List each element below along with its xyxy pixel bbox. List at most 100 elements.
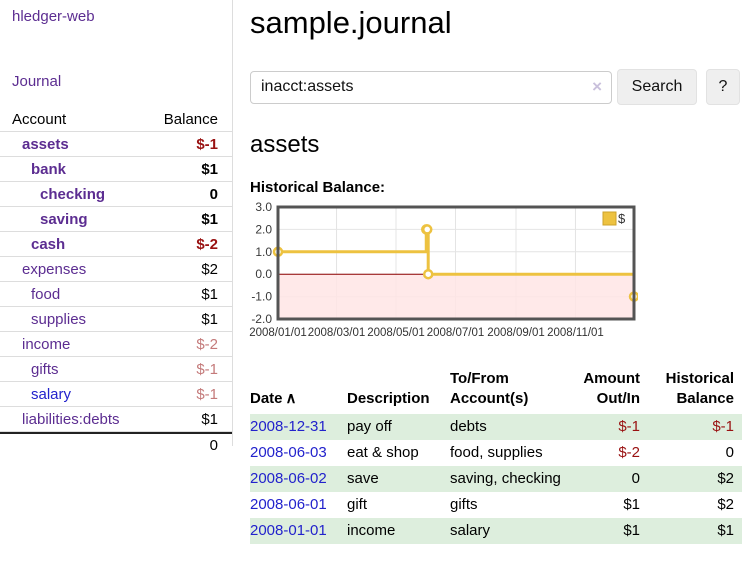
account-link-checking[interactable]: checking xyxy=(40,185,106,203)
sort-ascending-icon: ∧ xyxy=(285,390,297,407)
account-balance: $1 xyxy=(201,285,218,303)
page-title: sample.journal xyxy=(250,5,452,40)
search-input-wrap: × xyxy=(250,70,612,104)
main-content: sample.journal × Search ? assets Histori… xyxy=(249,0,742,544)
account-row-salary: salary $-1 xyxy=(0,382,232,407)
column-header-description: Description xyxy=(347,390,430,407)
search-input[interactable] xyxy=(250,70,612,104)
transaction-balance: 0 xyxy=(725,444,734,461)
account-link-supplies[interactable]: supplies xyxy=(31,310,87,328)
sidebar-item-journal[interactable]: Journal xyxy=(12,73,62,90)
transaction-accounts: saving, checking xyxy=(450,470,561,487)
account-row-gifts: gifts $-1 xyxy=(0,357,232,382)
svg-text:3.0: 3.0 xyxy=(255,201,272,214)
account-row-bank: bank $1 xyxy=(0,157,232,182)
account-row-checking: checking 0 xyxy=(0,182,232,207)
column-header-accounts: To/From Account(s) xyxy=(450,370,529,407)
transaction-accounts: gifts xyxy=(450,496,478,513)
register-row: 2008-06-03 eat & shop food, supplies $-2… xyxy=(250,440,742,466)
account-link-assets[interactable]: assets xyxy=(22,135,69,153)
svg-text:$: $ xyxy=(618,211,626,226)
transaction-amount: $-1 xyxy=(618,418,640,435)
transaction-description: gift xyxy=(347,496,368,513)
account-balance: $-2 xyxy=(196,335,218,353)
chart-title: Historical Balance: xyxy=(250,179,386,196)
account-link-bank[interactable]: bank xyxy=(31,160,67,178)
transaction-description: eat & shop xyxy=(347,444,419,461)
account-balance: $-1 xyxy=(196,135,218,153)
account-link-income[interactable]: income xyxy=(22,335,71,353)
accounts-total-row: 0 xyxy=(0,432,232,457)
accounts-total-value: 0 xyxy=(209,437,218,454)
account-balance: $-2 xyxy=(196,235,218,253)
svg-text:0.0: 0.0 xyxy=(255,267,272,281)
svg-text:2.0: 2.0 xyxy=(255,222,272,236)
clear-search-icon[interactable]: × xyxy=(592,76,602,96)
transaction-description: save xyxy=(347,470,379,487)
register-row: 2008-01-01 income salary $1 $1 xyxy=(250,518,742,544)
column-header-date[interactable]: Date ∧ xyxy=(250,390,297,407)
transaction-description: pay off xyxy=(347,418,392,435)
account-column-header: Account xyxy=(12,111,67,128)
account-link-gifts[interactable]: gifts xyxy=(31,360,59,378)
column-header-amount: Amount Out/In xyxy=(583,370,640,407)
register-row: 2008-06-02 save saving, checking 0 $2 xyxy=(250,466,742,492)
account-tree: Account Balance assets $-1 bank $1 check… xyxy=(0,108,232,457)
account-link-expenses[interactable]: expenses xyxy=(22,260,87,278)
account-row-income: income $-2 xyxy=(0,332,232,357)
svg-text:2008/05/01: 2008/05/01 xyxy=(367,327,425,339)
svg-text:-1.0: -1.0 xyxy=(251,290,272,304)
transaction-date-link[interactable]: 2008-12-31 xyxy=(250,418,327,435)
svg-text:-2.0: -2.0 xyxy=(251,312,272,326)
register-row: 2008-06-01 gift gifts $1 $2 xyxy=(250,492,742,518)
svg-text:2008/01/01: 2008/01/01 xyxy=(249,327,307,339)
account-row-supplies: supplies $1 xyxy=(0,307,232,332)
transaction-balance: $2 xyxy=(717,470,734,487)
transaction-accounts: debts xyxy=(450,418,487,435)
transaction-amount: 0 xyxy=(631,470,640,487)
account-row-assets: assets $-1 xyxy=(0,132,232,157)
svg-text:2008/03/01: 2008/03/01 xyxy=(308,327,366,339)
account-balance: $1 xyxy=(201,210,218,228)
register-table: Date ∧ Description To/From Account(s) Amo… xyxy=(250,365,742,544)
account-link-saving[interactable]: saving xyxy=(40,210,88,228)
account-link-food[interactable]: food xyxy=(31,285,61,303)
transaction-description: income xyxy=(347,522,396,539)
account-balance: $-1 xyxy=(196,360,218,378)
transaction-balance: $-1 xyxy=(712,418,734,435)
transaction-balance: $2 xyxy=(717,496,734,513)
account-row-expenses: expenses $2 xyxy=(0,257,232,282)
search-form: × Search ? xyxy=(250,69,742,105)
account-balance: $-1 xyxy=(196,385,218,403)
transaction-date-link[interactable]: 2008-06-01 xyxy=(250,496,327,513)
transaction-date-link[interactable]: 2008-06-03 xyxy=(250,444,327,461)
column-header-balance: Historical Balance xyxy=(665,370,734,407)
svg-text:1.0: 1.0 xyxy=(255,245,272,259)
transaction-amount: $1 xyxy=(623,522,640,539)
account-row-liabilities-debts: liabilities:debts $1 xyxy=(0,407,232,432)
sidebar: hledger-web Journal Account Balance asse… xyxy=(0,0,233,454)
search-button[interactable]: Search xyxy=(617,69,697,105)
svg-text:2008/11/01: 2008/11/01 xyxy=(547,327,604,339)
account-row-food: food $1 xyxy=(0,282,232,307)
account-row-cash: cash $-2 xyxy=(0,232,232,257)
transaction-date-link[interactable]: 2008-06-02 xyxy=(250,470,327,487)
transaction-date-link[interactable]: 2008-01-01 xyxy=(250,522,327,539)
account-balance: $1 xyxy=(201,310,218,328)
transaction-accounts: salary xyxy=(450,522,491,539)
transaction-balance: $1 xyxy=(717,522,734,539)
account-balance: $1 xyxy=(201,160,218,178)
account-link-salary[interactable]: salary xyxy=(31,385,72,403)
account-balance: 0 xyxy=(209,185,218,203)
svg-text:2008/09/01: 2008/09/01 xyxy=(487,327,545,339)
account-heading: assets xyxy=(250,131,320,158)
app-title-link[interactable]: hledger-web xyxy=(12,8,95,25)
account-link-cash[interactable]: cash xyxy=(31,235,66,253)
transaction-accounts: food, supplies xyxy=(450,444,543,461)
account-link-liabilities-debts[interactable]: liabilities:debts xyxy=(22,410,120,428)
svg-text:2008/07/01: 2008/07/01 xyxy=(427,327,485,339)
help-button[interactable]: ? xyxy=(706,69,740,105)
balance-column-header: Balance xyxy=(163,111,218,128)
transaction-amount: $-2 xyxy=(618,444,640,461)
register-row: 2008-12-31 pay off debts $-1 $-1 xyxy=(250,414,742,440)
